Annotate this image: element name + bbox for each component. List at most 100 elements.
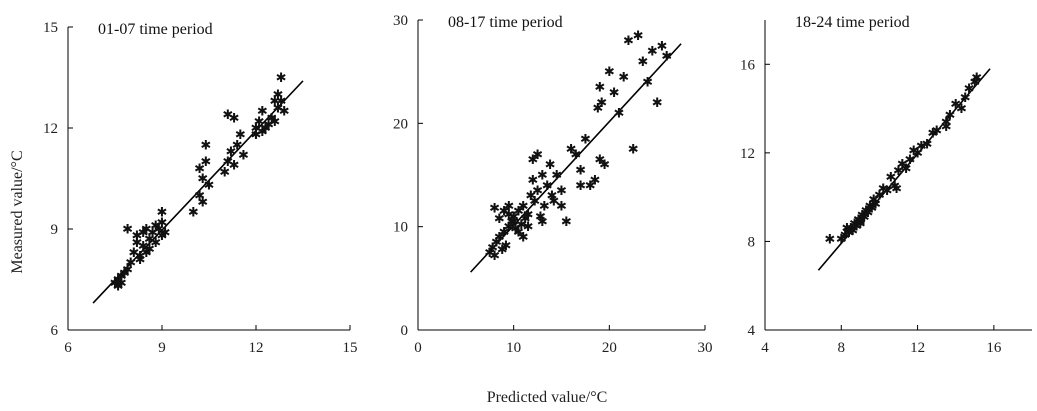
data-point: ✱ <box>889 180 900 195</box>
data-point: ✱ <box>851 219 862 234</box>
data-point: ✱ <box>508 215 519 230</box>
data-point: ✱ <box>523 220 534 235</box>
data-point: ✱ <box>276 95 287 110</box>
data-point: ✱ <box>508 210 519 225</box>
data-point: ✱ <box>269 115 280 130</box>
x-tick-label: 8 <box>838 340 846 356</box>
data-point: ✱ <box>950 98 961 113</box>
data-point: ✱ <box>503 208 514 223</box>
data-point: ✱ <box>269 95 280 110</box>
data-point: ✱ <box>110 276 121 291</box>
data-point: ✱ <box>652 96 663 111</box>
data-point: ✱ <box>272 101 283 116</box>
panel-3-title: 18-24 time period <box>795 14 910 31</box>
data-point: ✱ <box>497 243 508 258</box>
fit-line <box>92 80 304 304</box>
data-point: ✱ <box>592 101 603 116</box>
data-point: ✱ <box>266 111 277 126</box>
data-point: ✱ <box>200 138 211 153</box>
data-point: ✱ <box>931 124 942 139</box>
panel-1-title: 01-07 time period <box>98 21 213 38</box>
data-point: ✱ <box>194 162 205 177</box>
panel-2-title: 08-17 time period <box>448 14 563 31</box>
data-point: ✱ <box>901 162 912 177</box>
data-point: ✱ <box>613 107 624 122</box>
data-point: ✱ <box>157 216 168 231</box>
data-point: ✱ <box>556 184 567 199</box>
data-point: ✱ <box>590 174 601 189</box>
data-point: ✱ <box>916 140 927 155</box>
data-point: ✱ <box>131 229 142 244</box>
data-point: ✱ <box>194 189 205 204</box>
data-point: ✱ <box>501 239 512 254</box>
y-tick-label: 30 <box>393 13 408 29</box>
data-point: ✱ <box>897 157 908 172</box>
data-point: ✱ <box>257 105 268 120</box>
data-point: ✱ <box>157 206 168 221</box>
data-point: ✱ <box>885 171 896 186</box>
data-point: ✱ <box>229 111 240 126</box>
data-point: ✱ <box>197 196 208 211</box>
data-point: ✱ <box>135 253 146 268</box>
data-point: ✱ <box>647 45 658 60</box>
data-point: ✱ <box>594 81 605 96</box>
data-point: ✱ <box>864 200 875 215</box>
x-tick-label: 6 <box>64 340 72 356</box>
data-point: ✱ <box>263 118 274 133</box>
data-point: ✱ <box>494 212 505 227</box>
data-point: ✱ <box>908 144 919 159</box>
y-tick-label: 15 <box>43 20 58 36</box>
data-point: ✱ <box>251 122 262 137</box>
data-point: ✱ <box>882 184 893 199</box>
data-point: ✱ <box>532 148 543 163</box>
data-point: ✱ <box>840 228 851 243</box>
data-point: ✱ <box>513 205 524 220</box>
data-point: ✱ <box>836 233 847 248</box>
data-point: ✱ <box>537 215 548 230</box>
data-point: ✱ <box>138 239 149 254</box>
y-tick-label: 4 <box>748 323 756 339</box>
data-point: ✱ <box>144 243 155 258</box>
data-point: ✱ <box>861 204 872 219</box>
data-point: ✱ <box>494 231 505 246</box>
x-tick-label: 4 <box>761 340 769 356</box>
data-point: ✱ <box>113 280 124 295</box>
data-point: ✱ <box>119 266 130 281</box>
data-point: ✱ <box>257 125 268 140</box>
data-point: ✱ <box>912 146 923 161</box>
data-point: ✱ <box>489 249 500 264</box>
data-point: ✱ <box>868 193 879 208</box>
x-tick-label: 12 <box>249 340 264 356</box>
data-point: ✱ <box>847 224 858 239</box>
data-point: ✱ <box>513 225 524 240</box>
data-point: ✱ <box>128 246 139 261</box>
y-tick-label: 12 <box>740 146 755 162</box>
y-tick-label: 0 <box>401 323 409 339</box>
data-point: ✱ <box>489 202 500 217</box>
y-axis-title: Measured value/°C <box>9 150 26 273</box>
data-point: ✱ <box>238 148 249 163</box>
data-point: ✱ <box>499 205 510 220</box>
data-point: ✱ <box>272 88 283 103</box>
data-point: ✱ <box>945 109 956 124</box>
data-point: ✱ <box>941 120 952 135</box>
data-point: ✱ <box>113 273 124 288</box>
y-tick-label: 9 <box>51 222 59 238</box>
data-point: ✱ <box>222 108 233 123</box>
data-point: ✱ <box>642 76 653 91</box>
data-point: ✱ <box>279 105 290 120</box>
data-point: ✱ <box>518 200 529 215</box>
data-point: ✱ <box>219 165 230 180</box>
data-point: ✱ <box>527 153 538 168</box>
data-point: ✱ <box>153 223 164 238</box>
data-point: ✱ <box>941 115 952 130</box>
data-point: ✱ <box>874 188 885 203</box>
data-point: ✱ <box>575 179 586 194</box>
data-point: ✱ <box>845 222 856 237</box>
data-point: ✱ <box>229 159 240 174</box>
y-tick-label: 20 <box>393 116 408 132</box>
data-point: ✱ <box>548 194 559 209</box>
data-point: ✱ <box>561 215 572 230</box>
data-point: ✱ <box>276 71 287 86</box>
data-point: ✱ <box>527 174 538 189</box>
